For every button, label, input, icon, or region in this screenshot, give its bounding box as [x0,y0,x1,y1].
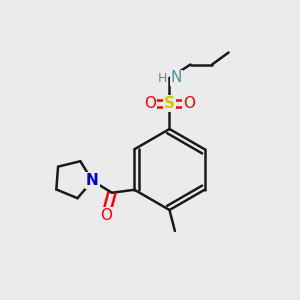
Text: O: O [100,208,112,223]
Text: H: H [157,71,167,85]
Text: N: N [86,173,99,188]
Text: O: O [183,96,195,111]
Text: O: O [144,96,156,111]
Text: N: N [170,70,182,86]
Text: S: S [164,96,175,111]
